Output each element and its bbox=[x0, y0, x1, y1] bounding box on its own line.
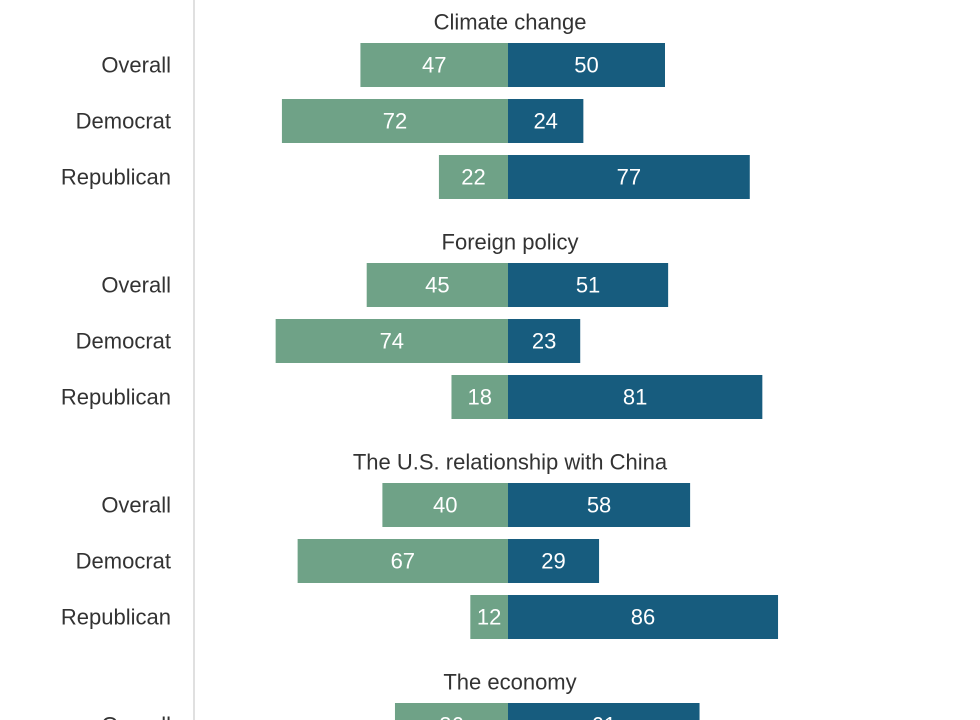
row-label: Overall bbox=[101, 713, 171, 720]
right-bar bbox=[508, 319, 581, 363]
bar-row: Republican 22 77 bbox=[61, 155, 750, 199]
group-title: Climate change bbox=[434, 10, 587, 35]
left-bar-value: 12 bbox=[477, 605, 501, 630]
row-label: Republican bbox=[61, 605, 171, 630]
left-bar-value: 36 bbox=[439, 713, 463, 720]
group-title: The U.S. relationship with China bbox=[353, 450, 668, 475]
bar-row: Overall 45 51 bbox=[101, 263, 669, 307]
row-label: Democrat bbox=[76, 329, 171, 354]
right-bar bbox=[508, 99, 584, 143]
chart-marks: Climate change Overall 47 50 Democrat 72 24 Rep… bbox=[61, 10, 779, 720]
left-bar-value: 18 bbox=[467, 385, 491, 410]
left-bar-value: 74 bbox=[380, 329, 404, 354]
group-0: Climate change Overall 47 50 Democrat 72 24 Rep… bbox=[61, 10, 750, 199]
left-bar bbox=[366, 263, 508, 307]
row-label: Democrat bbox=[76, 109, 171, 134]
row-label: Democrat bbox=[76, 549, 171, 574]
right-bar bbox=[508, 703, 700, 720]
bar-row: Overall 40 58 bbox=[101, 483, 691, 527]
right-bar-value: 58 bbox=[587, 493, 611, 518]
group-title: Foreign policy bbox=[442, 230, 579, 255]
left-bar-value: 72 bbox=[383, 109, 407, 134]
right-bar-value: 77 bbox=[617, 165, 641, 190]
right-bar-value: 81 bbox=[623, 385, 647, 410]
bar-row: Republican 12 86 bbox=[61, 595, 779, 639]
bar-row: Overall 47 50 bbox=[101, 43, 665, 87]
bar-row: Republican 18 81 bbox=[61, 375, 763, 419]
left-bar bbox=[360, 43, 508, 87]
right-bar bbox=[508, 43, 665, 87]
left-bar bbox=[394, 703, 508, 720]
left-bar-value: 45 bbox=[425, 273, 449, 298]
left-bar bbox=[297, 539, 508, 583]
group-1: Foreign policy Overall 45 51 Democrat 74 23 Rep… bbox=[61, 230, 763, 419]
right-bar-value: 61 bbox=[592, 713, 616, 720]
bar-row: Democrat 72 24 bbox=[76, 99, 584, 143]
right-bar bbox=[508, 155, 750, 199]
right-bar bbox=[508, 263, 669, 307]
right-bar-value: 29 bbox=[541, 549, 565, 574]
row-label: Overall bbox=[101, 493, 171, 518]
left-bar bbox=[470, 595, 508, 639]
row-label: Overall bbox=[101, 53, 171, 78]
group-3: The economy Overall 36 61 bbox=[101, 670, 700, 720]
left-bar bbox=[281, 99, 508, 143]
left-bar-value: 67 bbox=[391, 549, 415, 574]
group-2: The U.S. relationship with China Overall 4… bbox=[61, 450, 779, 639]
group-title: The economy bbox=[443, 670, 576, 695]
bar-row: Democrat 74 23 bbox=[76, 319, 581, 363]
right-bar-value: 24 bbox=[533, 109, 557, 134]
right-bar bbox=[508, 595, 779, 639]
bar-row: Overall 36 61 bbox=[101, 703, 700, 720]
row-label: Republican bbox=[61, 385, 171, 410]
left-bar bbox=[275, 319, 508, 363]
right-bar-value: 50 bbox=[574, 53, 598, 78]
left-bar-value: 47 bbox=[422, 53, 446, 78]
left-bar-value: 22 bbox=[461, 165, 485, 190]
right-bar bbox=[508, 483, 691, 527]
left-bar bbox=[438, 155, 508, 199]
right-bar-value: 51 bbox=[576, 273, 600, 298]
bar-row: Democrat 67 29 bbox=[76, 539, 600, 583]
right-bar bbox=[508, 539, 600, 583]
left-bar bbox=[382, 483, 508, 527]
right-bar bbox=[508, 375, 763, 419]
right-bar-value: 86 bbox=[631, 605, 655, 630]
left-bar bbox=[451, 375, 508, 419]
row-label: Overall bbox=[101, 273, 171, 298]
left-bar-value: 40 bbox=[433, 493, 457, 518]
row-label: Republican bbox=[61, 165, 171, 190]
right-bar-value: 23 bbox=[532, 329, 556, 354]
